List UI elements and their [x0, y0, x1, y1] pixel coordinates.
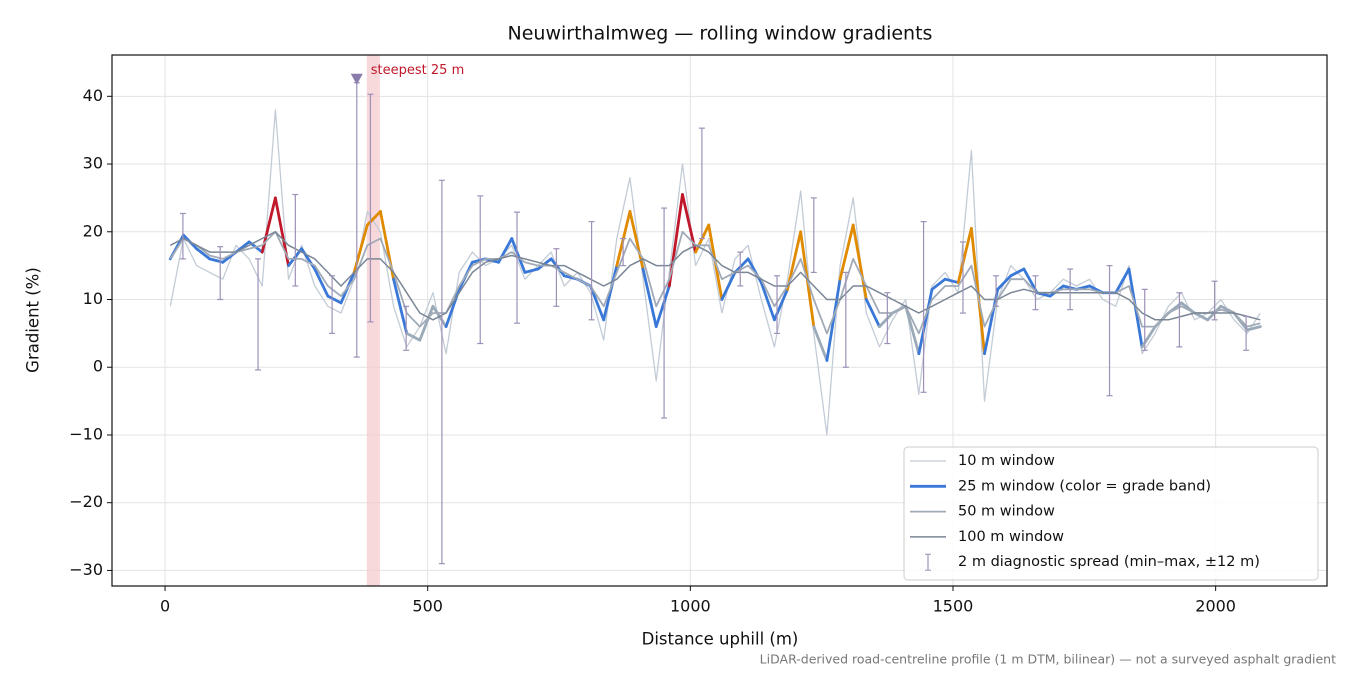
annotation: steepest 25 m	[371, 63, 464, 78]
series-segment	[996, 274, 1013, 291]
legend-box	[903, 446, 1319, 581]
series-segment	[838, 223, 855, 281]
x-tick-label: 1500	[933, 597, 974, 616]
series-segment	[1245, 325, 1262, 332]
legend-label: 50 m window	[958, 504, 1055, 520]
x-tick-label: 1000	[670, 597, 711, 616]
legend-label: 2 m diagnostic spread (min–max, ±12 m)	[958, 554, 1260, 570]
series-segment	[825, 277, 842, 362]
series-segment	[549, 257, 566, 278]
y-tick-label: 40	[83, 86, 103, 105]
series-segment	[405, 331, 422, 342]
legend-label: 100 m window	[958, 529, 1064, 545]
series-segment	[851, 223, 868, 301]
series-segment	[313, 267, 330, 298]
series-segment	[195, 247, 212, 261]
series-segment	[878, 311, 894, 328]
series-segment	[1114, 267, 1131, 295]
series-segment	[208, 257, 225, 264]
series-segment	[589, 284, 606, 322]
plot-frame	[111, 54, 1328, 587]
series-segment	[759, 281, 776, 322]
series-segment	[812, 325, 829, 362]
chart-title: Neuwirthalmweg — rolling window gradient…	[508, 23, 933, 45]
series-segment	[392, 277, 409, 335]
y-tick-label: 10	[83, 289, 103, 308]
series-line	[169, 231, 1261, 321]
steepest-marker	[350, 73, 363, 85]
plot	[168, 82, 1262, 565]
series-segment	[1009, 267, 1026, 278]
series-segment	[641, 267, 658, 328]
series-line	[169, 109, 1261, 436]
series-segment	[720, 271, 737, 301]
x-tick-label: 0	[160, 597, 170, 616]
y-tick-label: −20	[69, 492, 103, 511]
legend-label: 10 m window	[958, 453, 1055, 469]
highlight-band	[366, 55, 380, 586]
series-segment	[746, 257, 763, 284]
series-segment	[969, 226, 986, 356]
x-tick-label: 500	[412, 597, 443, 616]
y-tick-label: −30	[69, 560, 103, 579]
y-axis-label: Gradient (%)	[24, 267, 43, 373]
series-segment	[300, 247, 317, 271]
series-segment	[365, 210, 382, 227]
series-segment	[1022, 267, 1039, 295]
x-axis-label: Distance uphill (m)	[642, 630, 799, 649]
y-tick-label: 20	[83, 221, 103, 240]
series-segment	[602, 264, 619, 322]
series-segment	[510, 237, 527, 274]
series-segment	[943, 277, 960, 284]
series-segment	[904, 304, 921, 356]
series-segment	[654, 284, 671, 328]
series-segment	[418, 304, 435, 342]
series-segment	[326, 294, 343, 305]
series-segment	[917, 287, 934, 356]
series-line	[169, 230, 1261, 335]
series-segment	[956, 226, 973, 284]
series-segment	[864, 298, 881, 328]
y-tick-label: 30	[83, 154, 103, 173]
x-tick-label: 2000	[1195, 597, 1236, 616]
series-segment	[733, 257, 750, 274]
legend-label: 25 m window (color = grade band)	[958, 478, 1211, 494]
footnote: LiDAR-derived road-centreline profile (1…	[760, 652, 1336, 667]
series-segment	[1193, 311, 1210, 322]
y-tick-label: 0	[93, 357, 103, 376]
series-segment	[523, 267, 540, 274]
y-tick-label: −10	[69, 424, 103, 443]
series-segment	[930, 277, 947, 291]
